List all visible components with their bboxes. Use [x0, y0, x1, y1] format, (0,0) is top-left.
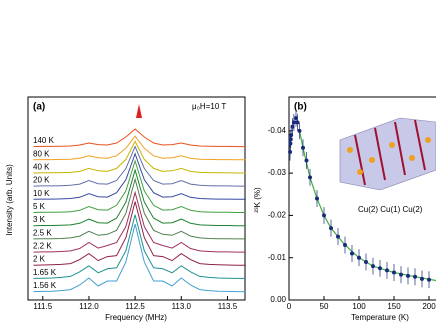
trace-label: 2.5 K: [33, 228, 52, 237]
spectrum: [33, 159, 246, 213]
spectrum: [33, 152, 246, 200]
data-point: [371, 264, 375, 269]
annotation: μ₀H=10 T: [192, 102, 226, 111]
spectrum: [33, 177, 246, 240]
x-tick-label: 50: [320, 302, 329, 311]
y-tick-label: 0.00: [270, 295, 286, 304]
y-tick-label: -0.03: [268, 168, 287, 177]
data-point: [392, 270, 396, 275]
data-point: [301, 145, 305, 150]
data-point: [290, 124, 295, 129]
spectrum: [33, 190, 246, 253]
y-tick-label: -0.04: [268, 126, 287, 135]
data-point: [308, 175, 312, 180]
x-tick-label: 111.5: [33, 302, 52, 311]
trace-label: 20 K: [33, 176, 50, 185]
data-point: [295, 120, 300, 125]
y-axis-label: ²³K (%): [253, 187, 262, 213]
trace-label: 80 K: [33, 149, 50, 158]
spectrum: [33, 135, 246, 161]
data-point: [385, 268, 389, 273]
trace-label: 10 K: [33, 189, 50, 198]
data-point: [399, 272, 403, 277]
y-axis-label: Intensity (arb. Units): [5, 164, 14, 236]
frame-a: [27, 96, 246, 301]
inset-structure: [339, 117, 436, 191]
frame-b: [288, 96, 436, 301]
spectrum: [33, 168, 246, 227]
data-point: [357, 255, 361, 260]
data-point: [329, 226, 333, 231]
data-point: [420, 276, 424, 281]
x-tick-label: 200: [422, 302, 436, 311]
trace-label: 140 K: [33, 136, 55, 145]
spectrum: [33, 145, 246, 187]
data-point: [297, 128, 302, 133]
x-tick-label: 100: [352, 302, 366, 311]
trace-label: 3 K: [33, 215, 46, 224]
x-tick-label: 0: [287, 302, 292, 311]
data-point: [336, 234, 340, 239]
data-point: [364, 259, 368, 264]
spectrum: [33, 201, 246, 266]
x-tick-label: 113.5: [218, 302, 238, 311]
trace-label: 2.2 K: [33, 242, 52, 251]
spectrum: [33, 214, 246, 279]
data-point: [291, 120, 296, 125]
inset-label: Cu(2) Cu(1) Cu(2): [358, 205, 423, 214]
x-axis-label: Frequency (MHz): [105, 313, 167, 322]
spectrum: [33, 223, 246, 293]
x-axis-label: Temperature (K): [351, 313, 409, 322]
data-point: [304, 158, 309, 163]
panel-label: (b): [294, 102, 307, 113]
trace-label: 5 K: [33, 202, 46, 211]
spectrum: [33, 140, 246, 174]
data-point: [378, 266, 382, 271]
x-tick-label: 112.5: [125, 302, 145, 311]
data-point: [294, 116, 298, 121]
x-tick-label: 112.0: [79, 302, 99, 311]
data-point: [406, 273, 410, 278]
data-point: [350, 251, 354, 256]
trace-label: 1.56 K: [33, 281, 57, 290]
data-point: [343, 243, 347, 248]
trace-label: 40 K: [33, 162, 50, 171]
panel-label: (a): [33, 102, 45, 113]
data-point: [427, 277, 431, 282]
x-tick-label: 113.0: [172, 302, 192, 311]
arrow: [136, 104, 142, 118]
trace-label: 1.65 K: [33, 268, 57, 277]
trace-label: 2 K: [33, 255, 46, 264]
x-tick-label: 150: [387, 302, 401, 311]
data-point: [413, 274, 417, 279]
spectrum: [33, 128, 246, 148]
y-tick-label: -0.01: [268, 253, 287, 262]
data-point: [322, 213, 326, 218]
data-point: [289, 133, 294, 138]
y-tick-label: -0.02: [268, 211, 287, 220]
data-point: [315, 196, 319, 201]
